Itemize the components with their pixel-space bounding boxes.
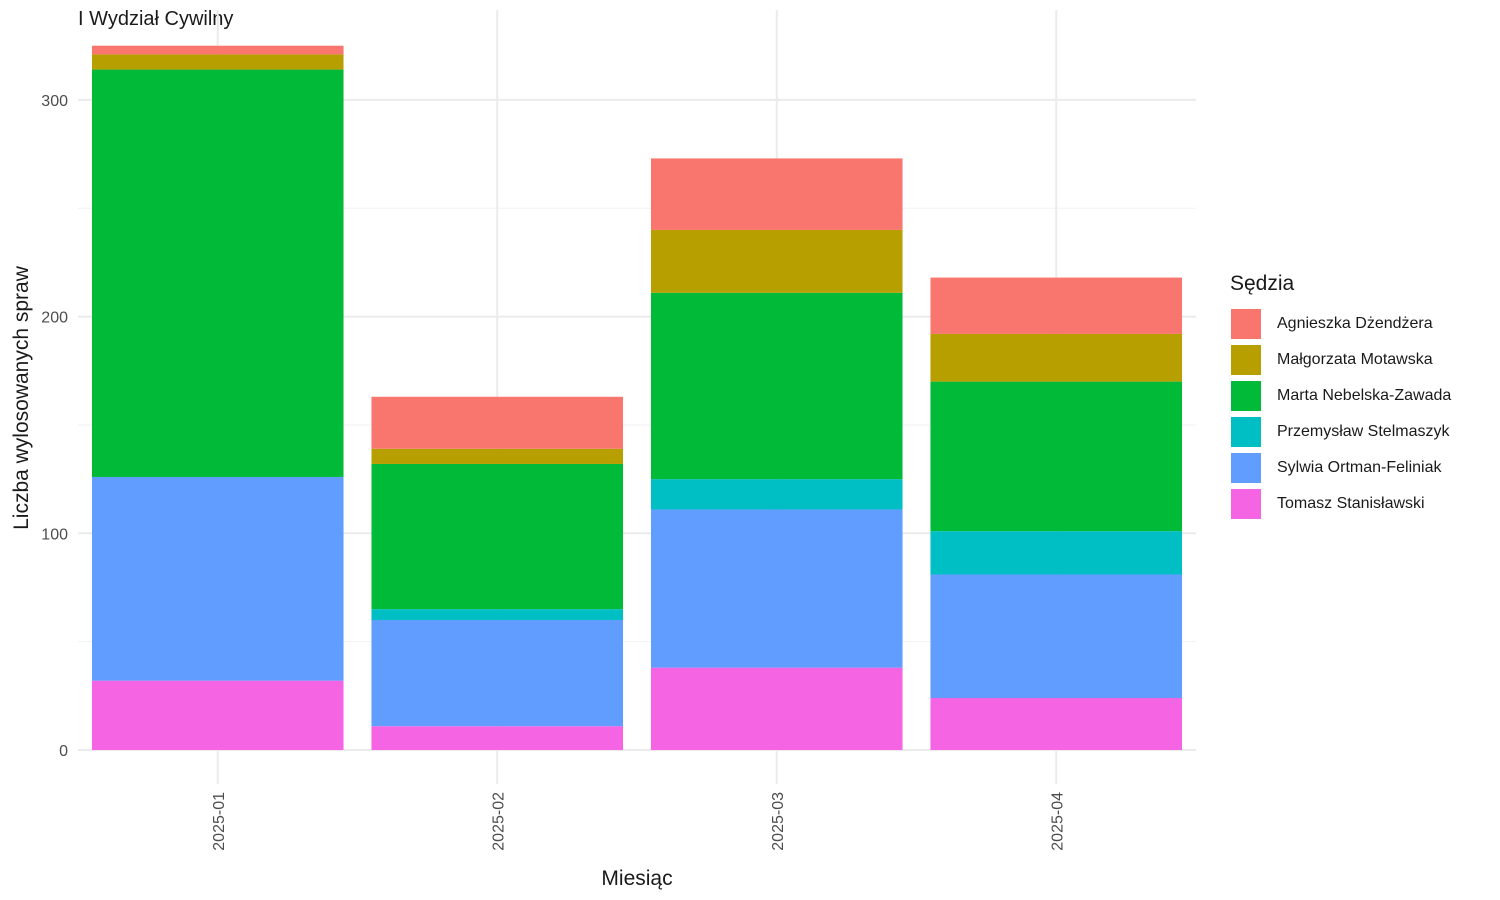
x-axis-title: Miesiąc [601,867,672,890]
bar-segment [930,381,1183,532]
bar-segment [371,396,624,449]
x-tick-label: 2025-02 [490,792,507,851]
y-tick-label: 200 [41,310,68,327]
bar-segment [371,726,624,750]
x-tick-labels: 2025-01 2025-02 2025-03 2025-04 [211,792,1067,851]
bar-segment [371,619,624,727]
legend-item: Agnieszka Dżendżera [1230,306,1451,342]
bar-segment [650,509,903,668]
legend-title: Sędzia [1230,272,1295,295]
legend-swatch [1230,380,1262,412]
y-tick-label: 300 [41,93,68,110]
y-tick-label: 0 [59,743,68,760]
legend-item: Marta Nebelska-Zawada [1230,378,1451,414]
y-tick-labels: 0 100 200 300 [41,93,68,760]
y-tick-label: 100 [41,526,68,543]
x-tick-label: 2025-04 [1049,792,1066,851]
legend-item: Sylwia Ortman-Feliniak [1230,450,1451,486]
legend-swatch [1230,308,1262,340]
x-tick-label: 2025-03 [770,792,787,851]
legend-label: Marta Nebelska-Zawada [1277,387,1452,404]
bar-segment [371,448,624,464]
legend-label: Tomasz Stanisławski [1277,495,1425,512]
bar-segment [371,609,624,620]
legend-item: Tomasz Stanisławski [1230,486,1451,522]
bar-segment [91,680,344,750]
legend-label: Przemysław Stelmaszyk [1277,423,1450,440]
bar-segment [91,476,344,681]
bar-segment [650,158,903,230]
x-tick-label: 2025-01 [211,792,228,851]
bar-segment [91,69,344,477]
legend-swatch [1230,416,1262,448]
bar-segment [930,531,1183,575]
bars [91,45,1183,750]
bar-segment [650,479,903,510]
legend: Sędzia Agnieszka Dżendżera Małgorzata Mot… [1230,272,1451,522]
chart-title: I Wydział Cywilny [78,8,234,30]
legend-item: Przemysław Stelmaszyk [1230,414,1451,450]
bar-segment [650,667,903,750]
legend-item: Małgorzata Motawska [1230,342,1451,378]
legend-label: Agnieszka Dżendżera [1277,315,1433,332]
bar-segment [930,277,1183,334]
legend-items: Agnieszka Dżendżera Małgorzata Motawska Ma… [1230,306,1451,522]
legend-swatch [1230,488,1262,520]
bar-segment [650,292,903,480]
bar-segment [371,463,624,610]
legend-label: Sylwia Ortman-Feliniak [1277,459,1442,476]
legend-swatch [1230,452,1262,484]
legend-swatch [1230,344,1262,376]
bar-segment [930,697,1183,750]
y-axis-title: Liczba wylosowanych spraw [10,265,33,530]
bar-segment [91,54,344,70]
legend-label: Małgorzata Motawska [1277,351,1433,368]
bar-segment [930,333,1183,382]
bar-segment [91,45,344,55]
bar-segment [930,574,1183,698]
bar-segment [650,229,903,293]
